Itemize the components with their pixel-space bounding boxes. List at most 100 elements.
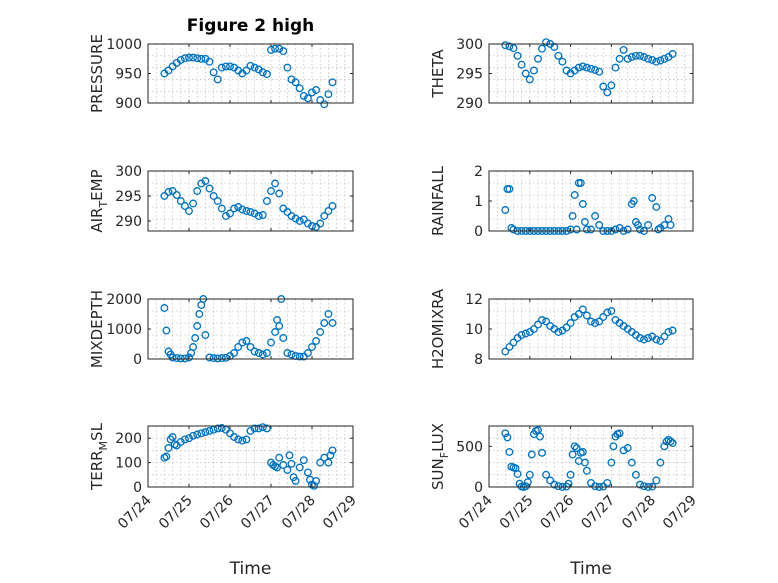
data-point [295,463,304,472]
data-point [310,481,318,490]
data-point [328,446,337,455]
data-point [568,450,577,459]
data-point [324,90,333,99]
data-point [328,202,337,210]
data-point [176,197,185,205]
data-point [180,202,189,210]
plot-area [148,44,353,103]
y-tick-label: 900 [115,96,142,112]
data-point [283,465,292,474]
data-point [299,456,308,465]
data-point [250,63,259,72]
data-point [160,192,169,200]
data-point [627,458,636,467]
data-point [246,426,255,435]
y-axis-label-main: THETA [429,49,447,99]
data-point [578,200,587,208]
data-point [176,437,185,446]
data-point [328,319,337,327]
data-point [619,45,628,54]
data-point [505,42,514,51]
data-point [316,458,325,467]
data-point [505,448,514,456]
data-point [217,63,226,72]
data-point [254,349,263,357]
data-point [574,310,583,318]
data-point [636,51,644,60]
data-point [193,430,202,439]
data-point [205,353,214,362]
y-tick-label: 1 [474,194,483,210]
data-point [627,53,636,61]
chart-title: Figure 2 high [187,16,315,36]
data-point [652,476,661,485]
data-point [316,328,325,336]
data-point [615,429,624,438]
data-point [623,444,632,452]
y-axis-label-main: MIXDEPTH [88,290,106,368]
data-point [668,326,677,335]
data-point [648,55,657,64]
data-point [501,347,510,356]
data-point [213,424,222,433]
data-point [640,482,648,491]
plot-area [148,171,353,231]
data-point [554,51,563,60]
data-point [324,458,333,467]
data-point [226,62,234,71]
y-tick-label: 0 [474,480,483,496]
data-point [542,38,551,47]
data-point [275,189,284,198]
data-point [189,199,198,208]
data-point [648,194,657,202]
data-point [201,428,210,437]
data-point [587,64,595,73]
data-point [295,352,304,361]
data-point [230,204,239,213]
data-point [644,221,653,229]
y-axis-label-main: H2OMIXRA [429,288,447,369]
y-axis-label-main: SUN [429,458,447,490]
data-point [558,57,567,66]
data-point [234,203,243,211]
data-point [574,63,583,72]
data-point [509,225,518,234]
y-tick-label: 500 [456,439,483,455]
data-point [611,225,620,234]
data-point [201,331,210,339]
data-point [668,50,677,58]
data-point [275,44,284,53]
y-axis-label-tail: LUX [429,423,447,452]
axes-frame [147,170,354,232]
x-axis-label: Time [229,559,272,579]
data-point [595,67,604,76]
data-point [595,317,604,326]
data-point [168,353,177,362]
data-point [534,54,542,63]
data-point [316,219,325,228]
data-point [566,470,575,479]
data-point [607,307,616,315]
y-axis-label: RAINFALL [429,165,447,236]
data-point [324,310,333,318]
data-point [554,482,563,491]
data-point [501,206,510,214]
data-point [587,225,595,234]
data-point [238,436,247,445]
data-point [279,47,288,56]
data-point [189,431,198,440]
data-point [221,62,230,71]
data-point [652,57,661,66]
y-tick-label: 10 [465,322,483,338]
data-point [607,458,616,467]
data-point [656,458,665,467]
data-point [582,63,591,72]
data-point [615,54,624,63]
data-point [283,208,292,216]
data-point [242,66,251,75]
data-point [525,75,534,84]
data-point [250,209,259,218]
data-point [303,219,312,228]
y-tick-label: 295 [456,67,483,83]
x-axis-label: Time [569,559,612,579]
